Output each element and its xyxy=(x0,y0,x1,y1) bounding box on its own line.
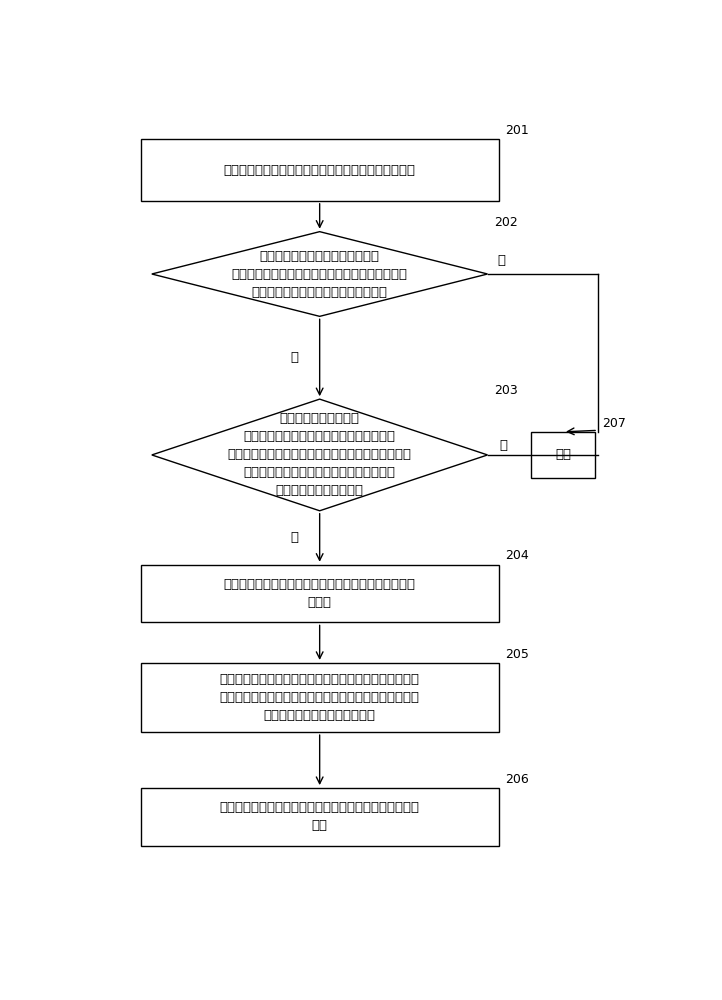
FancyBboxPatch shape xyxy=(531,432,595,478)
Polygon shape xyxy=(152,232,487,316)
Text: 204: 204 xyxy=(505,549,529,562)
FancyBboxPatch shape xyxy=(141,139,499,201)
Text: 获取支持相同的服务的
可穿戴式电子设备的、对应所述相同服务的
属性列表，并根据所述属性列表，确定所述支持相同
的服务的可穿戴式电子设备，所支持的相同
的服务是否: 获取支持相同的服务的 可穿戴式电子设备的、对应所述相同服务的 属性列表，并根据所… xyxy=(227,412,412,497)
FancyBboxPatch shape xyxy=(141,565,499,622)
Text: 获取所述至少两个可穿戴电子设备
的服务列表，并根据所述服务列表确定所述至少两
个可穿戴电子设备是否支持相同的服务: 获取所述至少两个可穿戴电子设备 的服务列表，并根据所述服务列表确定所述至少两 个… xyxy=(232,249,408,298)
Text: 否: 否 xyxy=(499,439,507,452)
Polygon shape xyxy=(152,399,487,511)
FancyBboxPatch shape xyxy=(141,788,499,846)
Text: 关闭所述目标可穿戴电子设备上的所述相同的功能对应的
服务: 关闭所述目标可穿戴电子设备上的所述相同的功能对应的 服务 xyxy=(219,801,419,832)
Text: 中心设备与至少两个可穿戴电子设备分别建立通信连接: 中心设备与至少两个可穿戴电子设备分别建立通信连接 xyxy=(224,164,416,177)
Text: 202: 202 xyxy=(495,216,518,229)
Text: 结束: 结束 xyxy=(555,448,571,461)
Text: 是: 是 xyxy=(290,351,298,364)
Text: 获取支持相同的功能的可穿戴式电子设备的设备信息，根
据所述设备信息确定至少一个支持相同的功能的可穿戴式
电子设备为目标可穿戴电子设备: 获取支持相同的功能的可穿戴式电子设备的设备信息，根 据所述设备信息确定至少一个支… xyxy=(219,673,419,722)
Text: 207: 207 xyxy=(602,417,626,430)
Text: 205: 205 xyxy=(505,648,529,661)
FancyBboxPatch shape xyxy=(141,663,499,732)
Text: 206: 206 xyxy=(505,773,529,786)
Text: 否: 否 xyxy=(497,254,505,267)
Text: 203: 203 xyxy=(495,384,518,397)
Text: 是: 是 xyxy=(290,531,298,544)
Text: 确定所述支持相同的服务的可穿戴式电子设备支持相同
的功能: 确定所述支持相同的服务的可穿戴式电子设备支持相同 的功能 xyxy=(224,578,416,609)
Text: 201: 201 xyxy=(505,124,529,137)
